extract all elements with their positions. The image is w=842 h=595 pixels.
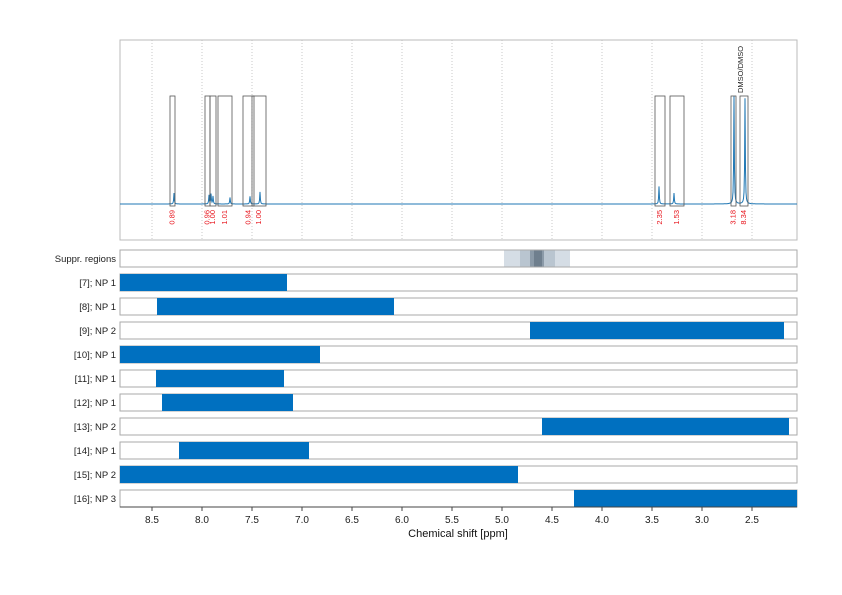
range-label-5: [12]; NP 1: [74, 398, 116, 409]
range-bar-4: [156, 370, 284, 387]
integration-box-9: [739, 95, 749, 207]
x-tick-label-2: 7.5: [245, 515, 259, 526]
x-tick-label-10: 3.5: [645, 515, 659, 526]
x-tick-label-9: 4.0: [595, 515, 609, 526]
integration-box-2: [209, 95, 217, 207]
integral-label-4: 0.94: [244, 210, 253, 225]
integration-box-6: [654, 95, 666, 207]
x-tick-label-4: 6.5: [345, 515, 359, 526]
integral-label-0: 0.89: [168, 210, 177, 225]
integral-label-7: 1.53: [672, 210, 681, 225]
integration-box-8: [730, 95, 737, 207]
range-bar-5: [162, 394, 293, 411]
suppressed-band-3: [534, 250, 542, 267]
range-label-1: [8]; NP 1: [79, 302, 116, 313]
range-bar-1: [157, 298, 394, 315]
x-tick-label-6: 5.5: [445, 515, 459, 526]
ranges-panel: [7]; NP 1 [8]; NP 1 [9]; NP 2 [10]; NP 1 [11…: [74, 273, 798, 508]
integral-label-8: 3.18: [729, 210, 738, 225]
range-label-4: [11]; NP 1: [75, 374, 116, 385]
integral-label-9: 8.34: [739, 210, 748, 225]
x-tick-label-3: 7.0: [295, 515, 309, 526]
range-bar-8: [120, 466, 518, 483]
range-bar-3: [120, 346, 320, 363]
integration-box-1: [204, 95, 211, 207]
x-tick-label-12: 2.5: [745, 515, 759, 526]
range-row-frame-4: [119, 369, 798, 388]
x-axis-title: Chemical shift [ppm]: [408, 528, 508, 540]
range-label-7: [14]; NP 1: [74, 446, 116, 457]
range-label-8: [15]; NP 2: [74, 470, 116, 481]
range-label-0: [7]; NP 1: [79, 278, 116, 289]
integral-label-1: 0.96: [203, 210, 212, 225]
range-bar-2: [530, 322, 784, 339]
spectrum-line: [120, 96, 797, 205]
x-tick-label-7: 5.0: [495, 515, 509, 526]
spectrum-panel: 0.89 0.961.00 1.01 0.94 1.00 2.35 1.53 3.18 8.34…: [119, 39, 798, 241]
range-label-9: [16]; NP 3: [74, 494, 116, 505]
x-axis: 8.5 8.0 7.5 7.0 6.5 6.0 5.5 5.0 4.5 4.0 3.5 3.0 2.5: [120, 506, 797, 526]
integral-label-6: 2.35: [655, 210, 664, 225]
integration-box-3: [217, 95, 233, 207]
suppressed-regions-panel: Suppr. regions: [55, 249, 798, 268]
integral-label-3: 1.01: [220, 210, 229, 225]
integral-label-2: 1.00: [208, 210, 217, 225]
x-tick-label-0: 8.5: [145, 515, 159, 526]
integration-box-0: [169, 95, 176, 207]
spectrum-frame: [119, 39, 798, 241]
range-label-2: [9]; NP 2: [79, 326, 116, 337]
x-tick-label-8: 4.5: [545, 515, 559, 526]
range-bar-0: [120, 274, 287, 291]
x-tick-label-1: 8.0: [195, 515, 209, 526]
integration-box-4: [242, 95, 255, 207]
integration-box-7: [669, 95, 685, 207]
range-bar-6: [542, 418, 789, 435]
suppressed-regions-label: Suppr. regions: [55, 254, 117, 265]
peak-annotation-0: DMSO/DMSO: [736, 46, 745, 93]
x-tick-label-5: 6.0: [395, 515, 409, 526]
range-bar-9: [574, 490, 797, 507]
x-tick-label-11: 3.0: [695, 515, 709, 526]
suppressed-regions-frame: [119, 249, 798, 268]
range-label-3: [10]; NP 1: [74, 350, 116, 361]
integral-label-5: 1.00: [254, 210, 263, 225]
range-bar-7: [179, 442, 309, 459]
integration-box-5: [251, 95, 267, 207]
range-label-6: [13]; NP 2: [74, 422, 116, 433]
